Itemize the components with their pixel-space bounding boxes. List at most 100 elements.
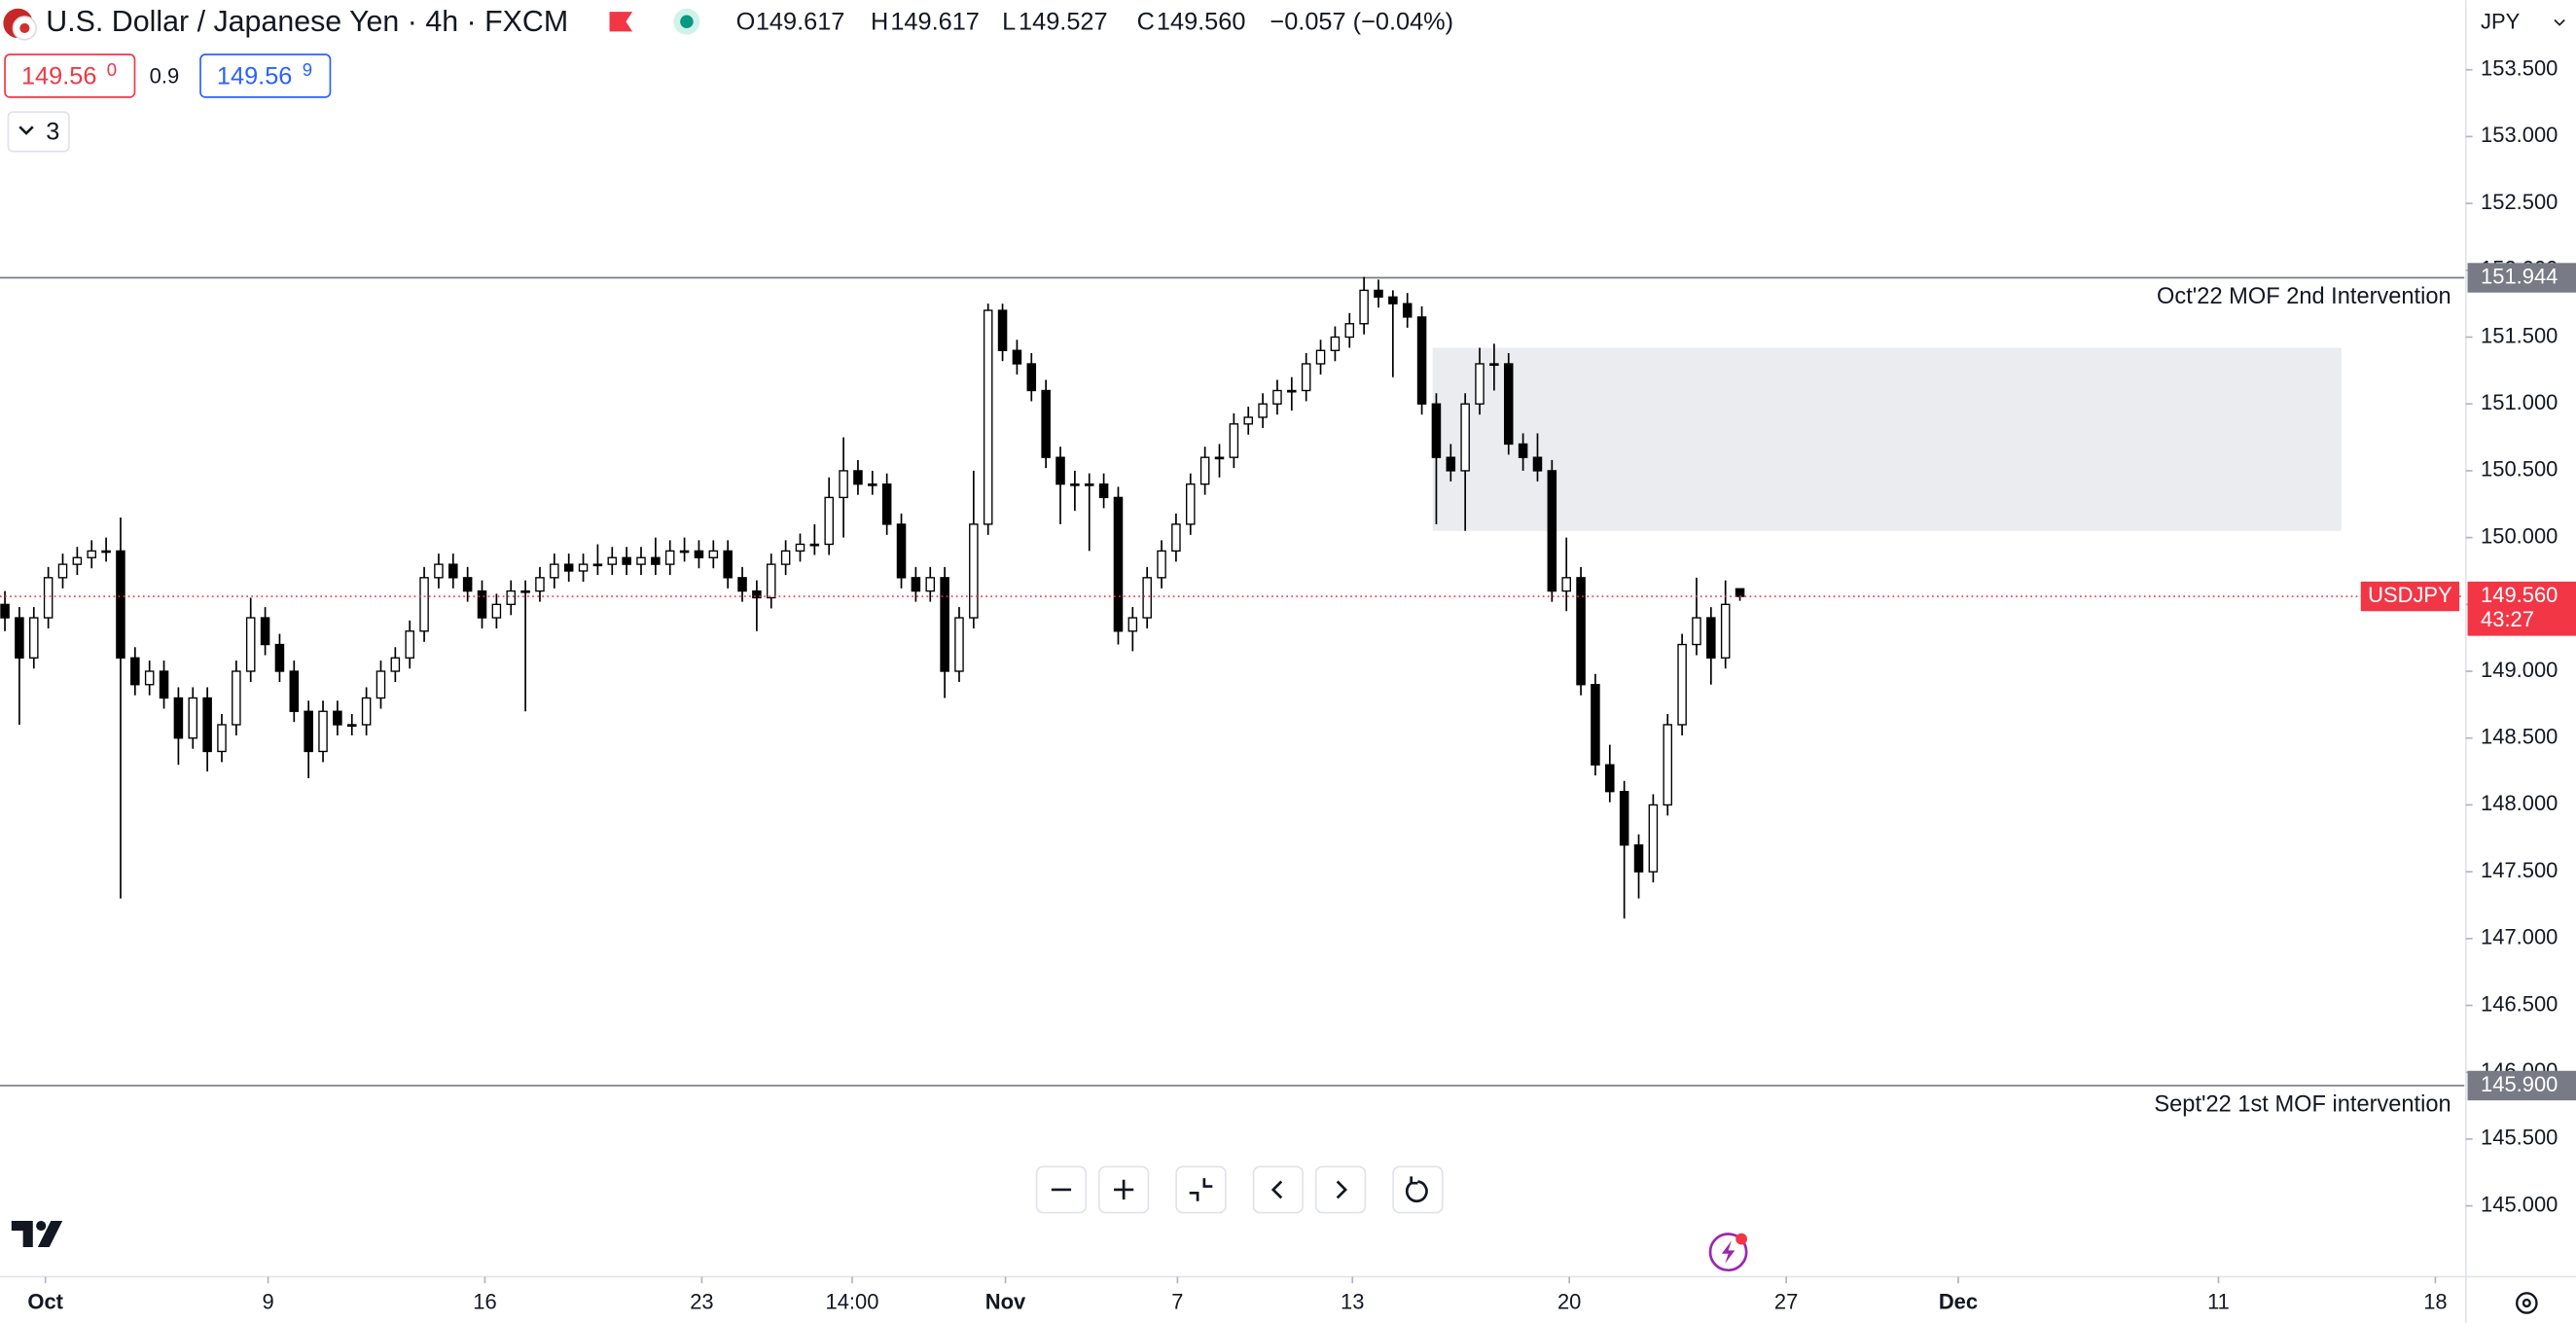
- flag-button[interactable]: [609, 12, 633, 32]
- candle-body: [1518, 443, 1528, 458]
- candle-body: [1258, 403, 1268, 418]
- candle-body: [72, 556, 83, 565]
- lightning-icon[interactable]: [1708, 1233, 1748, 1272]
- y-tick-label: 153.500: [2481, 56, 2558, 81]
- candle-body: [853, 470, 863, 485]
- candle-body: [1344, 323, 1355, 339]
- ohlc-key: L: [1002, 9, 1016, 36]
- ohlc-value: 149.527: [1019, 9, 1108, 36]
- candle-body: [346, 724, 357, 728]
- candle-body: [622, 556, 631, 565]
- candle-body: [260, 617, 270, 646]
- level-label-box: [2467, 263, 2576, 293]
- last-price-label: 149.560: [2481, 583, 2558, 607]
- buy-box: [199, 54, 332, 98]
- candle-body: [1561, 577, 1571, 592]
- candle-body: [824, 496, 834, 546]
- y-tick-label: 151.000: [2481, 390, 2558, 414]
- ohlc-value: 149.617: [890, 9, 980, 36]
- level-label-box: [2467, 1070, 2576, 1101]
- reset-button[interactable]: [1392, 1165, 1444, 1214]
- candle-body: [592, 563, 603, 567]
- candle-body: [159, 670, 169, 699]
- candle-body: [679, 550, 690, 554]
- sell-button[interactable]: 149.56 0: [4, 54, 136, 98]
- candle-body: [1301, 363, 1311, 392]
- indicators-toggle[interactable]: 3: [7, 111, 70, 153]
- x-tick-label: Oct: [27, 1289, 63, 1313]
- level-label: 151.944: [2481, 264, 2558, 288]
- bid-pip: 0: [107, 59, 117, 80]
- candle-body: [1186, 483, 1196, 525]
- buy-button[interactable]: 149.56 9: [199, 54, 332, 98]
- x-tick-label: 9: [262, 1289, 273, 1313]
- flag-icon: [3, 8, 37, 41]
- candle-body: [318, 710, 328, 753]
- candle-body: [535, 577, 545, 592]
- x-tick-label: 18: [2423, 1289, 2447, 1313]
- x-tick-label: 16: [473, 1289, 496, 1313]
- chevron: [18, 125, 34, 135]
- x-tick-label: 23: [690, 1289, 713, 1313]
- candle-body: [1330, 336, 1341, 351]
- indicator-count: 3: [46, 119, 59, 146]
- candle-body: [940, 577, 949, 672]
- candle-body: [245, 617, 256, 672]
- candle-body: [217, 724, 227, 753]
- candle-body: [636, 556, 646, 565]
- scroll-right-button[interactable]: [1314, 1165, 1367, 1214]
- candle-body: [911, 577, 921, 592]
- candle-body: [1127, 617, 1138, 632]
- zoom-out-button[interactable]: [1035, 1165, 1088, 1214]
- sell-box: [4, 54, 136, 98]
- candle-body: [881, 483, 892, 525]
- candle-body: [651, 556, 661, 565]
- ohlc-key: O: [736, 9, 756, 36]
- candle-body: [1229, 423, 1239, 458]
- candle-body: [1503, 363, 1514, 446]
- symbol-title: U.S. Dollar / Japanese Yen · 4h · FXCM: [46, 5, 568, 38]
- scroll-left-button[interactable]: [1252, 1165, 1305, 1214]
- candle-body: [1315, 349, 1326, 365]
- y-tick-label: 150.500: [2481, 457, 2558, 482]
- currency-chevron: [2554, 18, 2565, 26]
- candle-body: [274, 643, 285, 672]
- candle-body: [1026, 363, 1037, 392]
- candle-body: [116, 550, 125, 659]
- level-text: Oct'22 MOF 2nd Intervention: [2157, 284, 2451, 309]
- tradingview-logo[interactable]: [11, 1221, 63, 1248]
- x-tick-label: Nov: [985, 1289, 1026, 1313]
- candle-body: [1532, 456, 1543, 472]
- candle-body: [1084, 483, 1094, 486]
- candle-body: [1243, 416, 1253, 425]
- ohlc-key: C: [1137, 9, 1155, 36]
- currency[interactable]: JPY: [2481, 10, 2521, 34]
- candle-body: [434, 563, 444, 579]
- candle-body: [1677, 643, 1687, 726]
- x-tick-label: 11: [2207, 1289, 2230, 1313]
- candle-body: [173, 697, 184, 739]
- reset-scale-button[interactable]: [1175, 1165, 1227, 1214]
- settings-icon[interactable]: [2516, 1292, 2538, 1314]
- candle-body: [57, 563, 68, 579]
- zone: [1432, 347, 2342, 531]
- y-tick-label: 145.000: [2481, 1192, 2558, 1216]
- candle-body: [15, 617, 24, 659]
- last-price-box: [2467, 581, 2576, 636]
- candle-body: [1171, 523, 1181, 553]
- candle-body: [1055, 456, 1065, 485]
- candle-body: [664, 550, 675, 565]
- y-tick-label: 146.500: [2481, 991, 2558, 1016]
- candle-body: [202, 697, 212, 753]
- candle-body: [983, 309, 993, 525]
- candle-body: [304, 710, 313, 753]
- candle-body: [1460, 403, 1470, 472]
- candle-body: [462, 577, 473, 592]
- candle-body: [1489, 363, 1499, 367]
- candle-body: [1142, 577, 1152, 619]
- candle-body: [752, 590, 762, 599]
- candle-body: [101, 550, 111, 554]
- zoom-in-button[interactable]: [1097, 1165, 1150, 1214]
- ohlc-value: 149.617: [756, 9, 845, 36]
